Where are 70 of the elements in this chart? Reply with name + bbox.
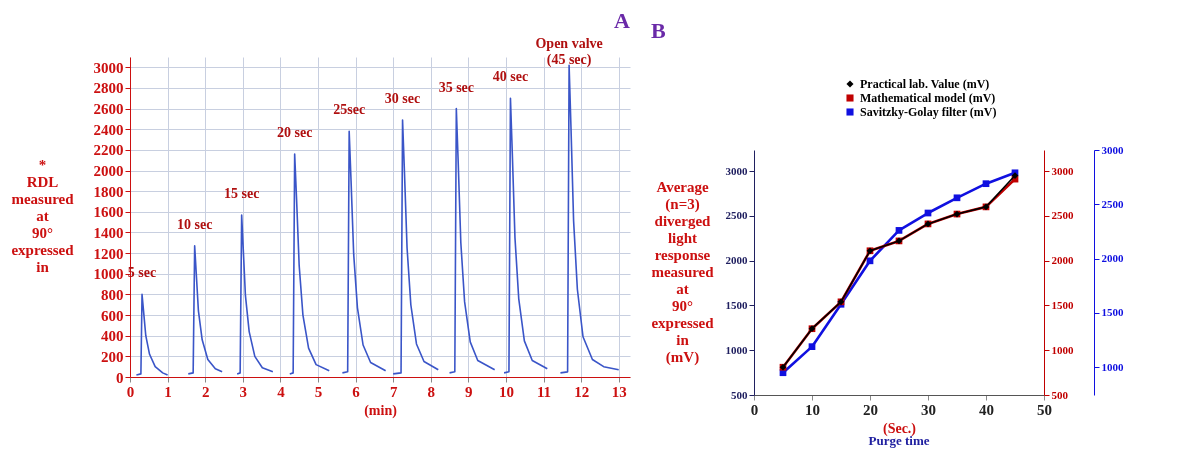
x-tick-label: 5 (314, 383, 323, 400)
y2-tick-label: 2000 (725, 254, 748, 267)
x-axis-title: (min) (364, 402, 398, 419)
y-tick-label: 2000 (93, 163, 124, 180)
y-tick-label: 1600 (93, 204, 124, 221)
x-tick-label: 8 (427, 383, 435, 400)
legend-label: Savitzky-Golay filter (mV) (860, 105, 997, 119)
y-tick-label: 1000 (1051, 343, 1074, 356)
x-tick-label: 2 (201, 383, 210, 400)
x-axis-title: (Sec.) (882, 420, 917, 437)
chart-title: B (650, 18, 666, 43)
y-tick-label: 2800 (93, 80, 124, 97)
y-tick-label: 2000 (1051, 254, 1074, 267)
x-tick-label: 13 (611, 383, 627, 400)
x-tick-label: 30 (921, 401, 936, 418)
y3-tick-label: 1000 (1101, 360, 1124, 373)
annotation: 40 sec (492, 69, 529, 85)
y3-tick-label: 1500 (1101, 306, 1124, 319)
annotation: 10 sec (176, 216, 213, 232)
x-tick-label: 50 (1037, 401, 1052, 418)
x-tick-label: 0 (126, 383, 135, 400)
y-tick-label: 1400 (93, 224, 124, 241)
y3-tick-label: 2000 (1101, 252, 1124, 265)
legend-label: Practical lab. Value (mV) (860, 77, 990, 91)
y-tick-label: 3000 (93, 59, 124, 76)
x-tick-label: 12 (574, 383, 590, 400)
x-tick-label: 20 (863, 401, 878, 418)
y2-tick-label: 1500 (725, 298, 748, 311)
annotation: 35 sec (438, 79, 475, 95)
x-tick-label: 10 (498, 383, 514, 400)
y2-tick-label: 1000 (725, 343, 748, 356)
y2-tick-label: 2500 (725, 209, 748, 222)
annotation: 30 sec (384, 90, 421, 106)
x-tick-label: 11 (536, 383, 552, 400)
x-tick-label: 0 (750, 401, 759, 418)
y-tick-label: 500 (1051, 388, 1069, 401)
y-tick-label: 1500 (1051, 298, 1074, 311)
legend-label: Mathematical model (mV) (860, 91, 996, 105)
y-tick-label: 3000 (1051, 164, 1074, 177)
annotation: 15 sec (223, 185, 260, 201)
y-tick-label: 2400 (93, 121, 124, 138)
y2-tick-label: 500 (731, 388, 748, 401)
x-tick-label: 9 (465, 383, 473, 400)
y-tick-label: 1200 (93, 245, 124, 262)
y-tick-label: 2200 (93, 142, 124, 159)
annotation: 20 sec (276, 125, 313, 141)
x-tick-label: 1 (164, 383, 172, 400)
x-tick-label: 7 (389, 383, 398, 400)
annotation: 25sec (333, 102, 366, 118)
y3-tick-label: 2500 (1101, 197, 1124, 210)
y2-tick-label: 3000 (725, 164, 748, 177)
x-tick-label: 10 (805, 401, 820, 418)
text: Average (n=3) diverged light response measured at 90° expressed in (mV) (651, 178, 714, 365)
x-tick-label: 40 (979, 401, 994, 418)
x-tick-label: 6 (352, 383, 361, 400)
y-tick-label: 400 (101, 328, 124, 345)
y-tick-label: 800 (101, 286, 124, 303)
y-axis-title: * RDL measured at 90° expressed in (11, 157, 75, 275)
y-tick-label: 2600 (93, 101, 124, 118)
x-tick-label: 3 (239, 383, 248, 400)
chart-title: A (614, 8, 631, 34)
y-tick-label: 600 (101, 307, 124, 324)
y-tick-label: 1800 (93, 183, 124, 200)
annotation: Open valve (45 sec) (535, 36, 603, 69)
y3-tick-label: 3000 (1101, 143, 1124, 156)
y-tick-label: 0 (116, 369, 124, 386)
y-tick-label: 1000 (93, 266, 124, 283)
y-tick-label: 2500 (1051, 209, 1074, 222)
x-tick-label: 4 (277, 383, 286, 400)
y-tick-label: 200 (101, 348, 124, 365)
